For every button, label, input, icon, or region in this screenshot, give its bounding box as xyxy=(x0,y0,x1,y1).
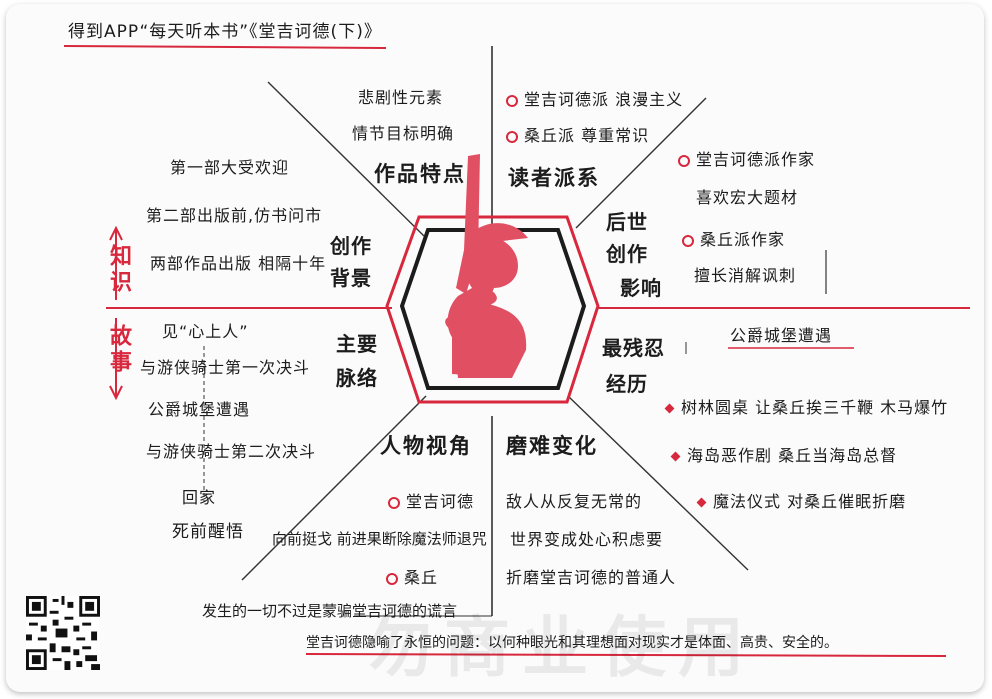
plot-item-6: 死前醒悟 xyxy=(172,522,244,542)
perspective-item-2: 向前挺戈 前进果断除魔法师退咒 xyxy=(272,530,487,548)
background-item-2: 第二部出版前,仿书问市 xyxy=(146,206,323,225)
background-title-2: 背景 xyxy=(330,266,372,290)
cruel-subtitle: 公爵城堡遭遇 xyxy=(730,326,833,345)
bullet-dot-icon xyxy=(386,572,398,585)
influence-item-1: 堂吉诃德派作家 xyxy=(678,152,815,168)
readers-title: 读者派系 xyxy=(508,166,600,190)
influence-item-4: 擅长消解讽刺 xyxy=(694,266,797,285)
plot-item-2: 与游侠骑士第一次决斗 xyxy=(140,358,311,377)
bullet-diamond-icon xyxy=(670,451,681,462)
perspective-title: 人物视角 xyxy=(380,434,472,458)
side-label-knowledge: 知识 xyxy=(106,244,131,296)
change-item-1: 敌人从反复无常的 xyxy=(506,492,643,511)
bullet-diamond-icon xyxy=(664,403,675,414)
influence-item-2: 喜欢宏大题材 xyxy=(696,188,799,207)
cruel-item-2: 海岛恶作剧 桑丘当海岛总督 xyxy=(670,448,897,464)
perspective-item-3: 桑丘 xyxy=(386,570,438,586)
plot-title-1: 主要 xyxy=(336,332,378,356)
bullet-dot-icon xyxy=(388,496,400,509)
bullet-diamond-icon xyxy=(696,497,707,508)
cruel-title-1: 最残忍 xyxy=(602,336,665,360)
perspective-item-1: 堂吉诃德 xyxy=(388,494,474,510)
influence-item-3: 桑丘派作家 xyxy=(682,232,785,248)
influence-title-2: 创作 xyxy=(606,242,648,266)
features-item-1: 悲剧性元素 xyxy=(358,88,444,107)
plot-title-2: 脉络 xyxy=(336,366,378,390)
background-item-1: 第一部大受欢迎 xyxy=(170,158,290,177)
plot-item-3: 公爵城堡遭遇 xyxy=(148,400,251,419)
bullet-dot-icon xyxy=(506,94,518,107)
influence-title-1: 后世 xyxy=(606,210,648,234)
change-title: 磨难变化 xyxy=(506,434,598,458)
readers-item-2: 桑丘派 尊重常识 xyxy=(506,128,649,144)
footer-summary: 堂吉诃德隐喻了永恒的问题：以何种眼光和其理想面对现实才是体面、高贵、安全的。 xyxy=(306,635,838,651)
background-item-3: 两部作品出版 相隔十年 xyxy=(150,254,327,273)
bullet-dot-icon xyxy=(678,154,690,167)
mindmap-card: 得到APP“每天听本书”《堂吉诃德(下)》 知识 故事 悲剧性元素 情节目标明确… xyxy=(6,4,984,692)
bullet-dot-icon xyxy=(506,130,518,143)
change-item-3: 折磨堂吉诃德的普通人 xyxy=(506,568,677,587)
plot-item-5: 回家 xyxy=(182,488,217,507)
plot-item-1: 见“心上人” xyxy=(162,322,249,341)
side-label-story: 故事 xyxy=(106,324,131,376)
features-title: 作品特点 xyxy=(374,162,466,186)
bullet-dot-icon xyxy=(682,234,694,247)
header-title: 得到APP“每天听本书”《堂吉诃德(下)》 xyxy=(68,22,382,42)
cruel-title-2: 经历 xyxy=(606,372,648,396)
perspective-item-4: 发生的一切不过是蒙骗堂吉诃德的谎言 xyxy=(202,602,458,620)
background-title-1: 创作 xyxy=(330,234,372,258)
influence-title-3: 影响 xyxy=(620,276,662,300)
features-item-2: 情节目标明确 xyxy=(352,124,455,143)
watermark: 勿商业使用 xyxy=(366,609,756,686)
cruel-item-3: 魔法仪式 对桑丘催眠折磨 xyxy=(696,494,906,510)
knight-figure xyxy=(445,154,528,378)
cruel-item-1: 树林圆桌 让桑丘挨三千鞭 木马爆竹 xyxy=(664,400,948,416)
readers-item-1: 堂吉诃德派 浪漫主义 xyxy=(506,92,683,108)
qr-code-icon xyxy=(26,596,100,670)
mindmap-lines xyxy=(63,45,970,657)
change-item-2: 世界变成处心积虑要 xyxy=(510,530,664,549)
plot-item-4: 与游侠骑士第二次决斗 xyxy=(146,442,317,461)
